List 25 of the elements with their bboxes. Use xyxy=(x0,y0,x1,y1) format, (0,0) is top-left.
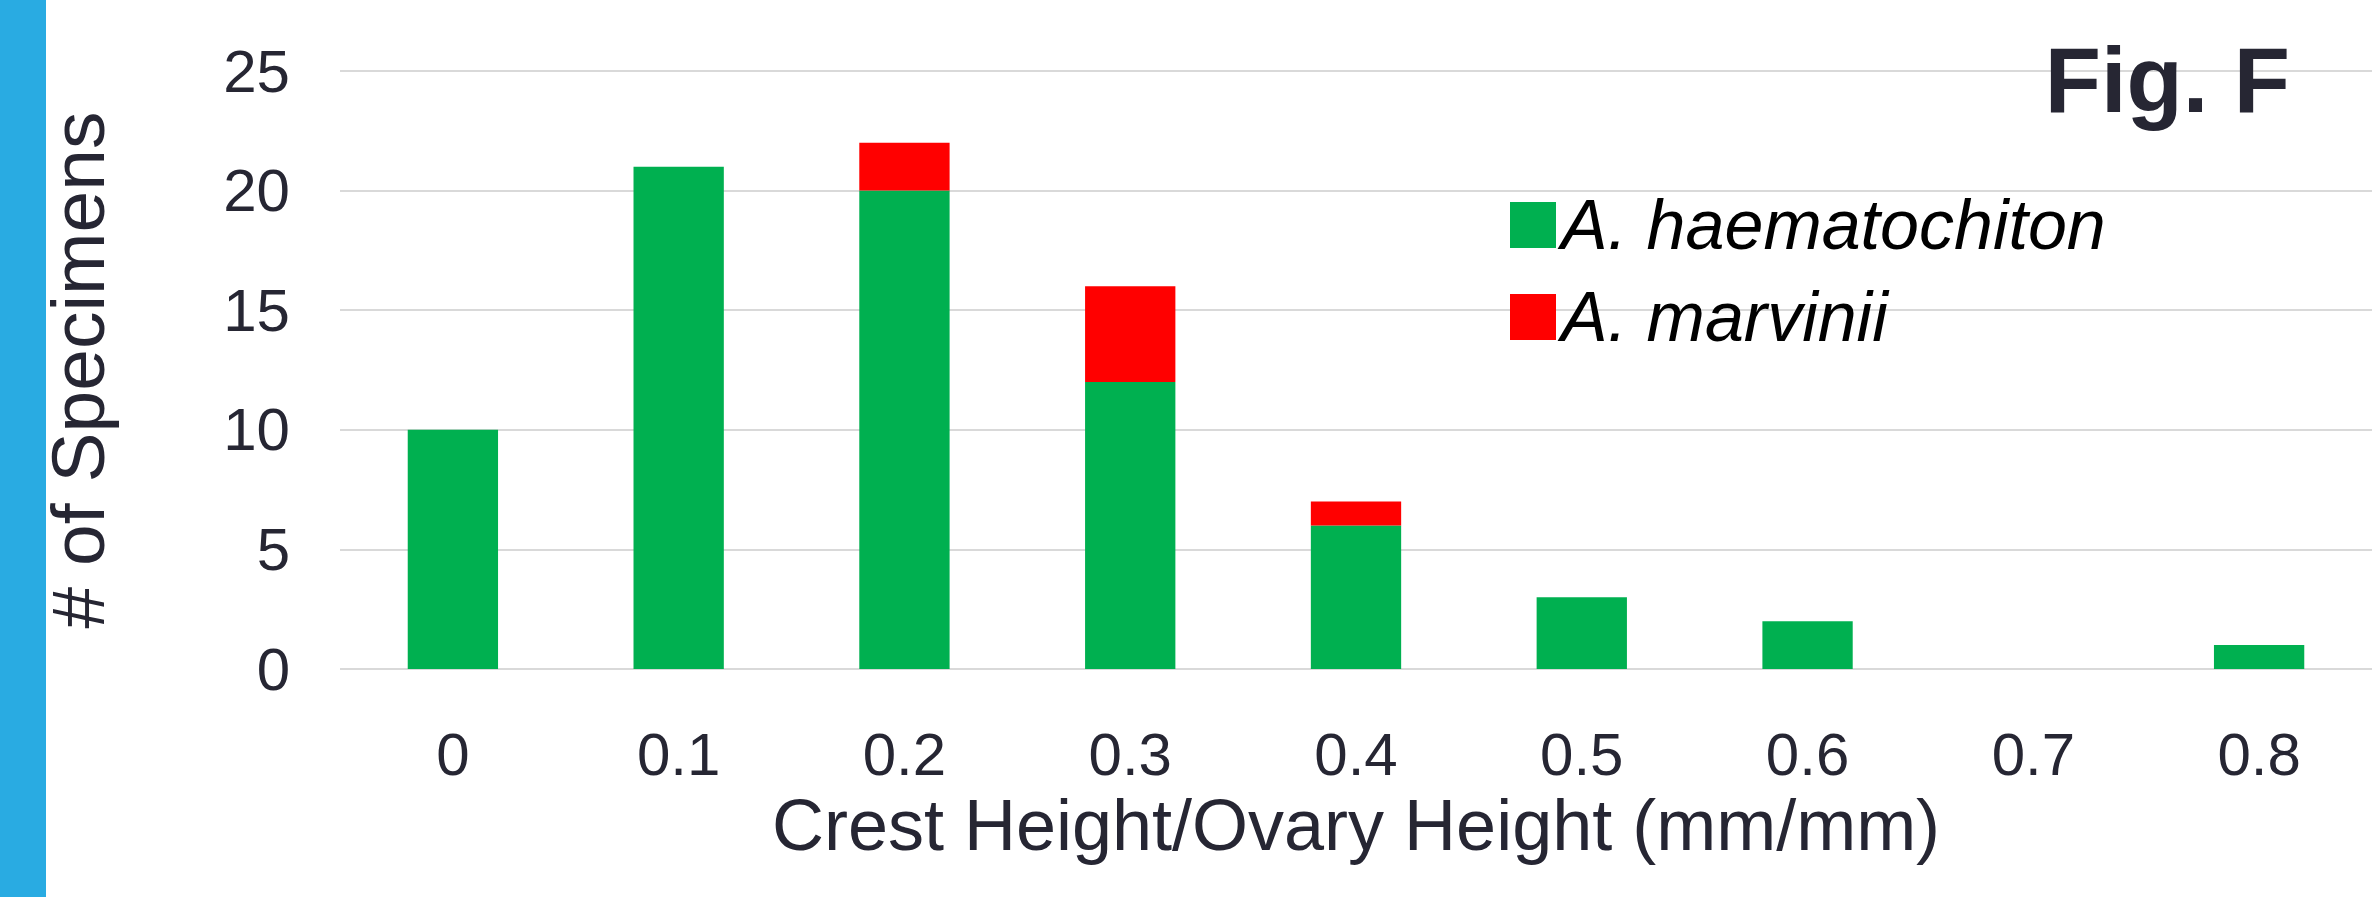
y-tick-label: 0 xyxy=(256,635,290,703)
bar xyxy=(859,142,950,191)
bar xyxy=(1310,501,1402,526)
x-tick-label: 0.1 xyxy=(636,720,721,788)
annotation: Fig. F xyxy=(2044,28,2290,133)
y-tick-label: 10 xyxy=(223,396,290,464)
bar xyxy=(407,429,499,669)
y-tick-label: 5 xyxy=(256,515,290,583)
y-tick-label: 25 xyxy=(223,37,290,105)
y-axis-title: # of Specimens xyxy=(35,111,120,629)
x-tick-label: 0.7 xyxy=(1991,720,2076,788)
bar xyxy=(1762,621,1853,669)
x-tick-label: 0 xyxy=(436,720,470,788)
legend-label: A. haematochiton xyxy=(1557,186,2106,264)
y-tick-label: 20 xyxy=(223,157,290,225)
bar xyxy=(2213,645,2305,669)
bar xyxy=(1085,381,1176,669)
bar xyxy=(1085,286,1176,382)
y-tick-label: 15 xyxy=(223,276,290,344)
bar xyxy=(1536,597,1627,669)
bar xyxy=(859,190,950,669)
x-tick-label: 0.8 xyxy=(2217,720,2301,788)
bar xyxy=(633,166,724,669)
bar xyxy=(1310,525,1402,669)
legend-label: A. marvinii xyxy=(1557,278,1891,356)
